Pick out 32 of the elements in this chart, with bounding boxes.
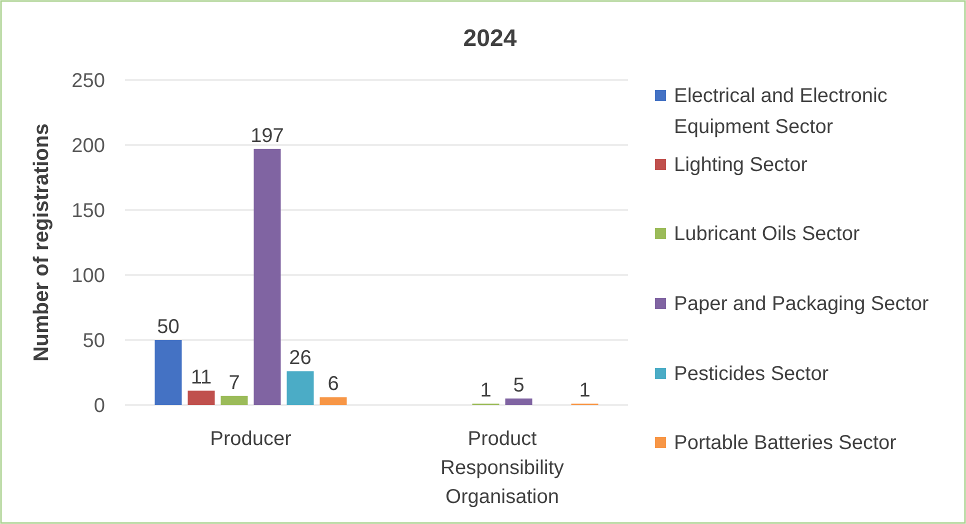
legend-label: Paper and Packaging Sector [674,293,929,315]
legend-label: Pesticides Sector [674,363,829,385]
bar [505,398,532,405]
chart-title: 2024 [463,25,518,52]
y-axis-title: Number of registrations [30,123,53,362]
data-label: 1 [579,380,590,402]
bar [254,148,281,405]
data-label: 50 [157,316,180,338]
legend-label: Lighting Sector [674,154,808,176]
data-label: 197 [250,124,284,147]
data-label: 6 [328,373,339,396]
legend-label: Lubricant Oils Sector [674,223,860,245]
data-label: 7 [228,372,240,394]
data-label: 1 [480,380,492,402]
x-tick-label: Product Responsibility Organisation [440,428,564,508]
data-label: 26 [289,347,312,370]
y-tick-label: 100 [72,265,105,287]
y-tick-label: 250 [72,70,105,92]
y-tick-label: 150 [72,200,105,222]
x-tick-label: Producer [210,428,292,450]
y-tick-label: 50 [82,330,105,352]
legend-label: Electrical and Electronic Equipment Sector [674,85,888,138]
y-tick-label: 200 [72,135,105,157]
bar [154,340,182,405]
data-label: 11 [190,366,212,389]
data-label: 5 [513,374,524,396]
y-tick-label: 0 [94,395,105,417]
legend-label: Portable Batteries Sector [674,432,897,454]
bar [286,371,314,405]
bar [320,397,347,405]
bar [220,396,248,405]
bar [188,390,215,405]
